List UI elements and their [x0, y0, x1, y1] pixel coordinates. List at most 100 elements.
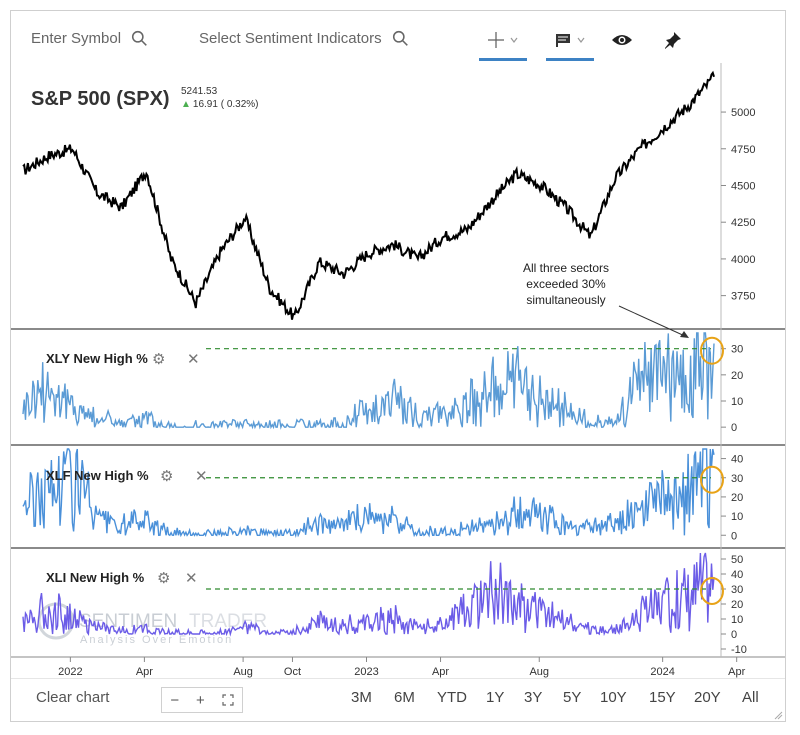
range-20y-button[interactable]: 20Y — [694, 689, 721, 706]
symbol-search-placeholder[interactable]: Enter Symbol — [31, 29, 122, 47]
x-tick-label: 2022 — [58, 666, 82, 678]
x-tick-label: Apr — [136, 666, 153, 678]
annotation-line-1: All three sectors — [523, 261, 609, 275]
chart-title: S&P 500 (SPX) — [31, 88, 170, 110]
y-tick-label: 30 — [731, 473, 743, 485]
highlight-circle — [700, 336, 724, 365]
range-3y-button[interactable]: 3Y — [524, 689, 543, 706]
series-line — [22, 70, 715, 320]
annotation-arrow — [618, 305, 688, 338]
zoom-controls: − + — [161, 687, 243, 713]
indicator-search-placeholder[interactable]: Select Sentiment Indicators — [199, 29, 382, 47]
chart-area[interactable]: SENTIMEN TRADER Analysis Over Emotion 37… — [11, 63, 785, 678]
crosshair-icon — [488, 32, 504, 48]
range-6m-button[interactable]: 6M — [394, 689, 415, 706]
indicator-label: XLY New High % — [46, 351, 148, 366]
x-tick-label: Aug — [233, 666, 253, 678]
gear-icon: ⚙ — [157, 570, 170, 587]
range-10y-button[interactable]: 10Y — [600, 689, 627, 706]
active-indicator — [479, 58, 527, 61]
flag-icon — [556, 34, 570, 47]
watermark-tagline: Analysis Over Emotion — [80, 634, 233, 646]
y-tick-label: 5000 — [731, 107, 755, 119]
bottom-bar: Clear chart − + 3M 6M YTD 1Y 3Y 5Y 10Y 1… — [11, 678, 785, 721]
last-price: 5241.53 — [181, 86, 218, 97]
y-tick-label: 40 — [731, 569, 743, 581]
chart-svg[interactable]: SENTIMEN TRADER Analysis Over Emotion 37… — [11, 63, 785, 678]
chevron-down-icon — [577, 37, 585, 43]
chevron-down-icon — [510, 37, 518, 43]
y-tick-label: 20 — [731, 492, 743, 504]
fit-screen-icon[interactable] — [221, 694, 234, 706]
range-all-button[interactable]: All — [742, 689, 759, 706]
y-tick-label: 4250 — [731, 217, 755, 229]
series-line — [22, 552, 715, 637]
close-icon: ✕ — [195, 468, 208, 485]
y-tick-label: 20 — [731, 370, 743, 382]
crosshair-button[interactable] — [479, 27, 527, 61]
gear-icon: ⚙ — [152, 351, 165, 368]
resize-handle-icon[interactable] — [773, 710, 783, 720]
zoom-out-button[interactable]: − — [170, 691, 180, 709]
x-tick-label: Apr — [728, 666, 745, 678]
symbol-search[interactable]: Enter Symbol — [31, 25, 181, 51]
indicator-label: XLI New High % — [46, 570, 145, 585]
annotation-button[interactable] — [546, 27, 594, 61]
x-tick-label: Oct — [284, 666, 301, 678]
y-tick-label: 20 — [731, 599, 743, 611]
pin-icon — [665, 32, 681, 49]
y-tick-label: 50 — [731, 554, 743, 566]
arrow-up-icon: ▲ — [181, 99, 191, 110]
y-tick-label: 30 — [731, 344, 743, 356]
clear-chart-button[interactable]: Clear chart — [36, 689, 110, 706]
range-ytd-button[interactable]: YTD — [437, 689, 467, 706]
chart-widget: Enter Symbol Select Sentiment Indicators — [10, 10, 786, 722]
eye-button[interactable] — [611, 27, 633, 53]
search-icon[interactable] — [392, 30, 409, 47]
y-tick-label: 0 — [731, 422, 737, 434]
series-line — [22, 332, 715, 430]
y-tick-label: 40 — [731, 454, 743, 466]
range-15y-button[interactable]: 15Y — [649, 689, 676, 706]
y-tick-label: 4000 — [731, 254, 755, 266]
y-tick-label: 10 — [731, 396, 743, 408]
annotation-line-2: exceeded 30% — [526, 277, 606, 291]
y-tick-label: 10 — [731, 614, 743, 626]
search-icon[interactable] — [131, 30, 148, 47]
x-tick-label: Apr — [432, 666, 449, 678]
range-1y-button[interactable]: 1Y — [486, 689, 505, 706]
toolbar: Enter Symbol Select Sentiment Indicators — [11, 11, 785, 63]
x-tick-label: 2024 — [650, 666, 674, 678]
y-tick-label: 30 — [731, 584, 743, 596]
price-change-row: ▲ 16.91 ( 0.32%) — [181, 99, 259, 110]
y-tick-label: 3750 — [731, 291, 755, 303]
y-tick-label: 0 — [731, 629, 737, 641]
range-3m-button[interactable]: 3M — [351, 689, 372, 706]
x-tick-label: 2023 — [354, 666, 378, 678]
y-tick-label: 0 — [731, 530, 737, 542]
zoom-in-button[interactable]: + — [195, 691, 205, 709]
indicator-search[interactable]: Select Sentiment Indicators — [199, 25, 439, 51]
annotation-line-3: simultaneously — [526, 293, 605, 307]
series-line — [22, 448, 715, 539]
watermark-brand-a: SENTIMEN — [79, 611, 177, 632]
close-icon: ✕ — [185, 570, 198, 587]
price-change: 16.91 ( 0.32%) — [193, 99, 259, 110]
annotation-arrow-head — [680, 331, 689, 338]
active-indicator — [546, 58, 594, 61]
pin-button[interactable] — [663, 27, 683, 53]
y-tick-label: -10 — [731, 644, 747, 656]
watermark-brand-b: TRADER — [189, 611, 267, 632]
y-tick-label: 4500 — [731, 180, 755, 192]
gear-icon: ⚙ — [160, 468, 173, 485]
x-axis: 2022 Apr Aug Oct 2023 Apr Aug 2024 Apr — [58, 657, 746, 678]
x-tick-label: Aug — [529, 666, 549, 678]
watermark: SENTIMEN TRADER Analysis Over Emotion — [37, 602, 267, 646]
y-tick-label: 4750 — [731, 144, 755, 156]
range-5y-button[interactable]: 5Y — [563, 689, 582, 706]
highlight-circle — [700, 577, 724, 605]
y-tick-label: 10 — [731, 511, 743, 523]
highlight-circle — [700, 465, 724, 494]
eye-icon — [612, 35, 632, 45]
